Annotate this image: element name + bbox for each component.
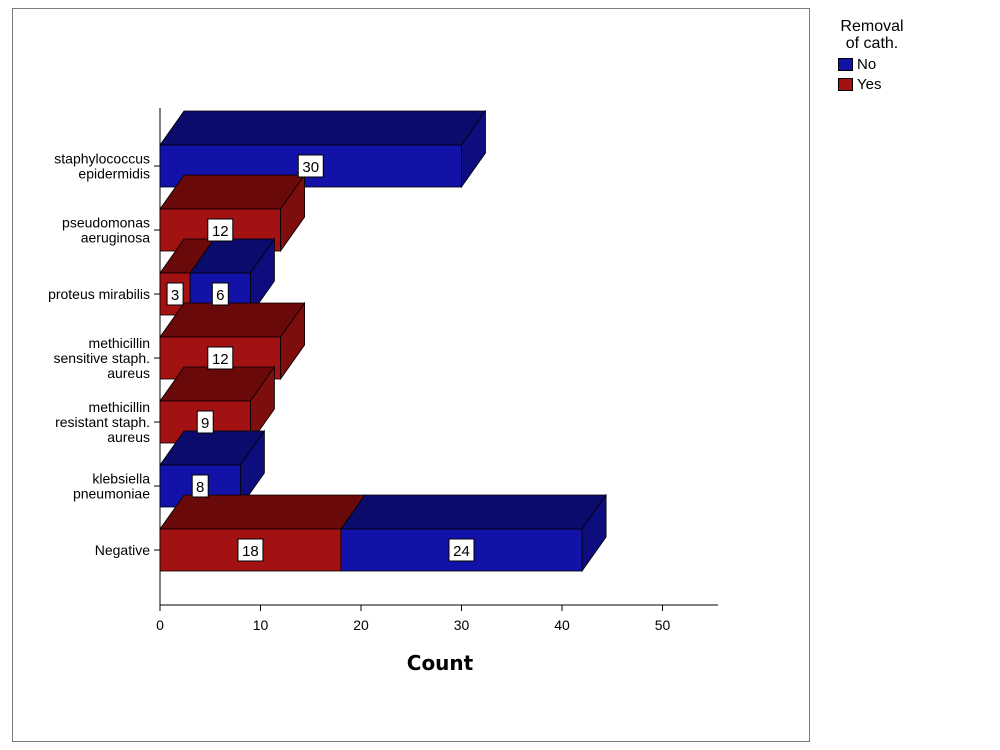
data-label-text: 9: [201, 415, 209, 432]
legend-swatch-no: [838, 57, 853, 71]
legend: Removal of cath. No Yes: [818, 18, 988, 94]
data-label-text: 18: [242, 543, 259, 560]
data-label-box: [166, 282, 184, 306]
data-label-box: [191, 474, 209, 498]
y-tick-label: aureus: [107, 429, 150, 445]
bar-side-face: [280, 173, 306, 253]
legend-item-yes: Yes: [838, 74, 988, 94]
y-tick-label: proteus mirabilis: [48, 286, 150, 302]
data-label: 9: [196, 410, 214, 434]
bar-top-face: [340, 494, 607, 530]
y-tick-label: epidermidis: [78, 166, 150, 182]
data-label-text: 8: [196, 479, 204, 496]
data-label: 30: [297, 154, 324, 178]
data-label-text: 6: [216, 287, 224, 304]
data-label-box: [237, 538, 264, 562]
data-label: 6: [211, 282, 229, 306]
data-label-box: [211, 282, 229, 306]
legend-title-line: of cath.: [845, 35, 899, 52]
y-tick-label: methicillin: [89, 399, 150, 415]
y-tick-label: klebsiella: [92, 471, 150, 487]
bar-no: [340, 493, 607, 573]
x-tick-label: 40: [554, 617, 570, 633]
y-tick-label: aeruginosa: [81, 230, 150, 246]
x-tick-label: 20: [353, 617, 369, 633]
data-label: 8: [191, 474, 209, 498]
legend-title-line: Removal: [840, 18, 904, 35]
y-tick-label: Negative: [95, 542, 150, 558]
x-axis-title: Count: [407, 651, 474, 675]
y-tick-label: aureus: [107, 365, 150, 381]
bar-side-face: [461, 109, 486, 189]
legend-items: No Yes: [818, 54, 988, 94]
x-tick-label: 10: [253, 617, 269, 633]
y-tick-label: sensitive staph.: [54, 350, 151, 366]
data-label-box: [207, 346, 234, 370]
bar-side-face: [581, 493, 607, 573]
x-tick-label: 30: [454, 617, 470, 633]
legend-swatch-yes: [838, 77, 853, 91]
bar-yes: [159, 238, 215, 316]
y-tick-label: resistant staph.: [55, 414, 150, 430]
x-tick-label: 50: [655, 617, 671, 633]
legend-title: Removal of cath.: [818, 18, 926, 52]
bar-top-face: [159, 494, 366, 530]
bar-side-face: [280, 301, 306, 381]
bar-top-face: [159, 174, 306, 210]
legend-item-no: No: [838, 54, 988, 74]
data-label-text: 24: [453, 543, 470, 560]
data-label-text: 12: [212, 351, 229, 368]
bars: [159, 109, 607, 573]
data-label-box: [448, 538, 475, 562]
data-label-box: [207, 218, 234, 242]
data-label: 18: [237, 538, 264, 562]
bar-side-face: [250, 365, 275, 445]
y-tick-label: pneumoniae: [73, 486, 150, 502]
y-tick-label: pseudomonas: [62, 215, 150, 231]
data-label: 24: [448, 538, 475, 562]
legend-label-no: No: [857, 55, 877, 73]
data-label-box: [196, 410, 214, 434]
data-label: 3: [166, 282, 184, 306]
bar-side-face: [239, 429, 265, 509]
y-tick-label: methicillin: [89, 335, 150, 351]
data-label-box: [297, 154, 324, 178]
data-label: 12: [207, 346, 234, 370]
data-label: 12: [207, 218, 234, 242]
data-label-text: 30: [302, 159, 319, 176]
data-label-text: 3: [171, 287, 179, 304]
bar-top-face: [159, 110, 487, 146]
legend-label-yes: Yes: [857, 75, 882, 93]
data-labels: 30 12 3 6 12 9 8 18 24: [166, 154, 475, 562]
bar-top-face: [159, 302, 306, 338]
data-label-text: 12: [212, 223, 229, 240]
bar-side-face: [250, 237, 275, 317]
x-tick-label: 0: [156, 617, 164, 633]
y-tick-label: staphylococcus: [54, 151, 150, 167]
